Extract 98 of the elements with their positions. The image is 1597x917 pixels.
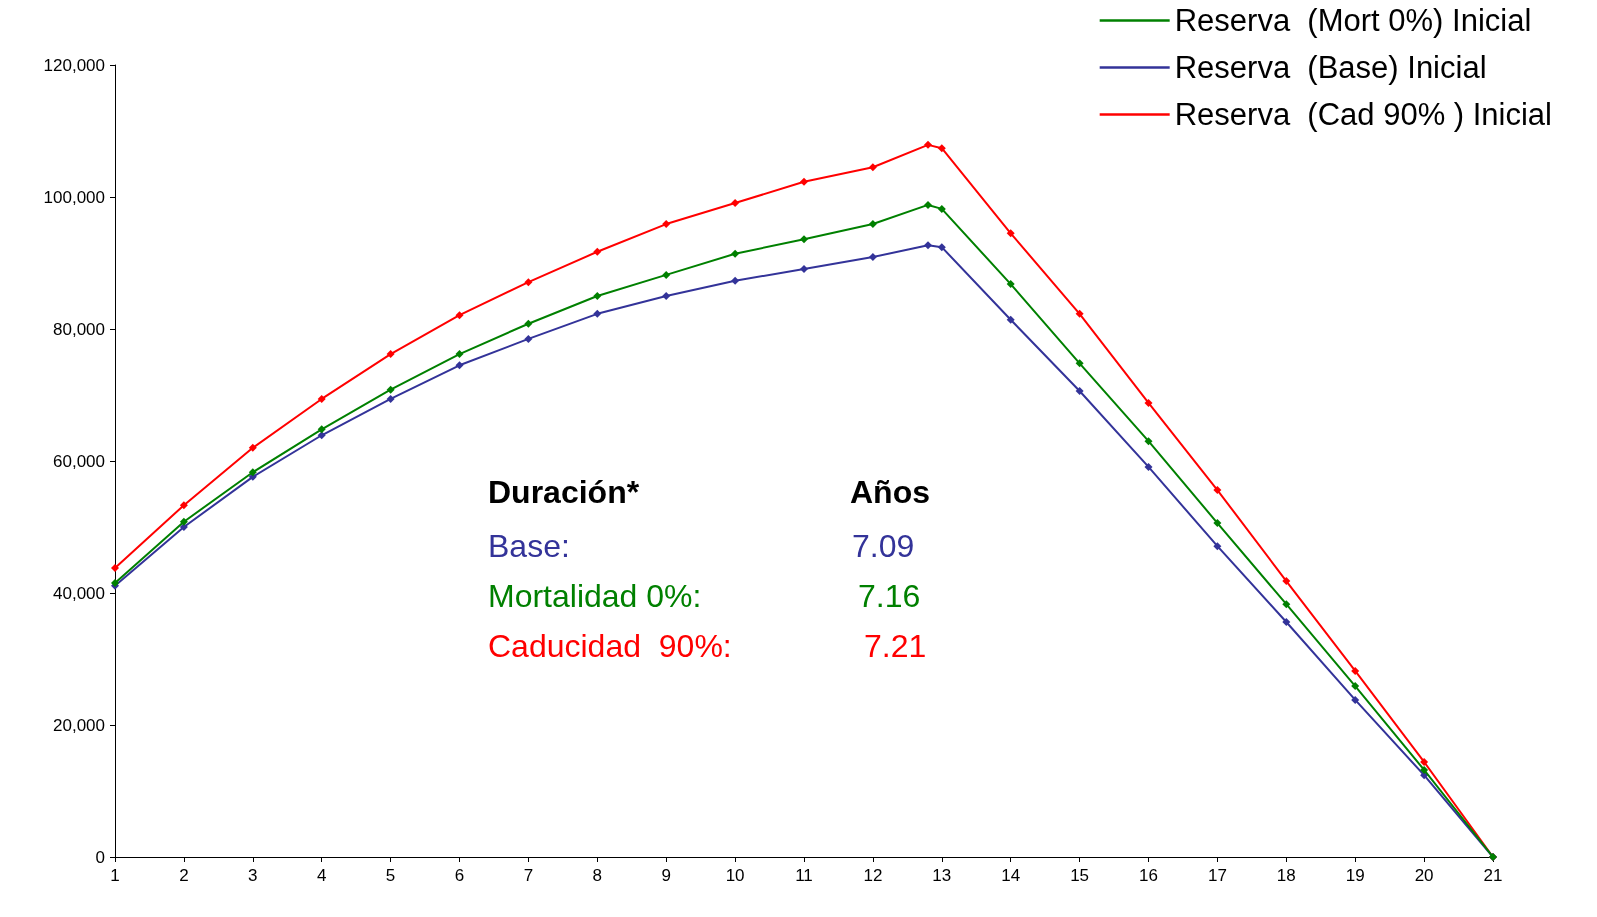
point xyxy=(386,385,395,394)
point xyxy=(1213,486,1222,495)
point xyxy=(1351,682,1360,691)
point xyxy=(317,431,326,440)
point xyxy=(868,253,877,262)
point xyxy=(593,247,602,256)
point xyxy=(662,270,671,279)
point xyxy=(662,220,671,229)
point xyxy=(1213,542,1222,551)
annotation: Años xyxy=(850,474,930,510)
point xyxy=(1144,398,1153,407)
point xyxy=(800,177,808,186)
point xyxy=(317,425,326,434)
x-tick-label: 10 xyxy=(725,866,745,885)
x-tick-label: 20 xyxy=(1414,866,1434,885)
point xyxy=(593,309,602,318)
x-tick-label: 17 xyxy=(1207,866,1227,885)
point xyxy=(317,394,326,403)
point xyxy=(800,264,808,273)
annotation: Caducidad 90%: xyxy=(488,628,732,664)
point xyxy=(937,243,946,252)
x-tick-label: 8 xyxy=(592,866,603,885)
x-tick-label: 11 xyxy=(795,866,813,885)
y-tick-label: 20,000 xyxy=(53,715,105,735)
point xyxy=(1213,519,1222,528)
x-tick-label: 16 xyxy=(1139,866,1158,885)
annotation: 7.09 xyxy=(852,528,915,564)
x-tick-label: 4 xyxy=(316,866,327,885)
annotation: 7.21 xyxy=(864,628,927,664)
x-tick-label: 12 xyxy=(863,866,883,885)
annotation: Base: xyxy=(488,528,570,564)
point xyxy=(1420,757,1429,766)
point xyxy=(937,204,946,213)
point xyxy=(1282,577,1291,586)
point xyxy=(593,292,602,300)
y-tick-label: 0 xyxy=(95,847,105,867)
y-tick-label: 40,000 xyxy=(53,583,105,603)
point xyxy=(662,292,671,300)
point xyxy=(179,523,188,531)
point xyxy=(1006,315,1015,324)
point xyxy=(179,501,188,510)
point xyxy=(386,394,395,403)
point xyxy=(731,249,740,258)
point xyxy=(1351,695,1360,704)
point xyxy=(455,311,464,320)
point xyxy=(1144,462,1153,471)
x-tick-label: 9 xyxy=(661,866,671,885)
x-tick-label: 13 xyxy=(932,866,952,885)
point xyxy=(111,563,119,572)
point xyxy=(868,163,877,172)
point xyxy=(731,276,740,285)
point xyxy=(1144,437,1153,446)
point xyxy=(248,468,257,477)
point xyxy=(1075,359,1084,368)
legend-label: Reserva (Base) Inicial xyxy=(1174,50,1487,85)
point xyxy=(1282,600,1291,609)
x-tick-label: 3 xyxy=(248,866,258,885)
x-tick-label: 2 xyxy=(179,866,189,885)
x-tick-label: 6 xyxy=(454,866,465,885)
y-tick-label: 60,000 xyxy=(53,451,105,471)
y-tick-label: 80,000 xyxy=(53,319,105,339)
x-tick-label: 15 xyxy=(1070,866,1090,885)
point xyxy=(1006,229,1015,238)
point xyxy=(524,278,533,287)
point xyxy=(868,220,877,229)
annotation: 7.16 xyxy=(858,578,921,614)
legend-label: Reserva (Cad 90% ) Inicial xyxy=(1174,97,1553,132)
point xyxy=(248,443,257,452)
point xyxy=(524,334,533,343)
point xyxy=(1006,280,1015,289)
point xyxy=(924,241,933,250)
annotation: Mortalidad 0%: xyxy=(488,578,702,614)
point xyxy=(800,235,808,244)
y-tick-label: 120,000 xyxy=(43,55,105,75)
x-tick-label: 21 xyxy=(1483,866,1503,885)
point xyxy=(1420,765,1429,774)
point xyxy=(386,350,395,359)
point xyxy=(455,350,464,359)
point xyxy=(937,144,946,153)
x-tick-label: 19 xyxy=(1345,866,1365,885)
x-tick-label: 7 xyxy=(523,866,534,885)
annotation: Duración* xyxy=(488,474,640,510)
x-tick-label: 5 xyxy=(385,866,396,885)
x-tick-label: 14 xyxy=(1001,866,1021,885)
point xyxy=(1075,309,1084,318)
point xyxy=(1351,666,1360,675)
point xyxy=(455,361,464,370)
x-tick-label: 18 xyxy=(1276,866,1296,885)
point xyxy=(924,140,933,149)
point xyxy=(731,198,740,207)
point xyxy=(1075,387,1084,396)
point xyxy=(179,517,188,526)
x-tick-label: 1 xyxy=(110,866,120,885)
legend-label: Reserva (Mort 0%) Inicial xyxy=(1174,3,1532,38)
point xyxy=(524,319,533,328)
point xyxy=(924,200,933,209)
point xyxy=(1282,618,1291,627)
y-tick-label: 100,000 xyxy=(43,187,105,207)
